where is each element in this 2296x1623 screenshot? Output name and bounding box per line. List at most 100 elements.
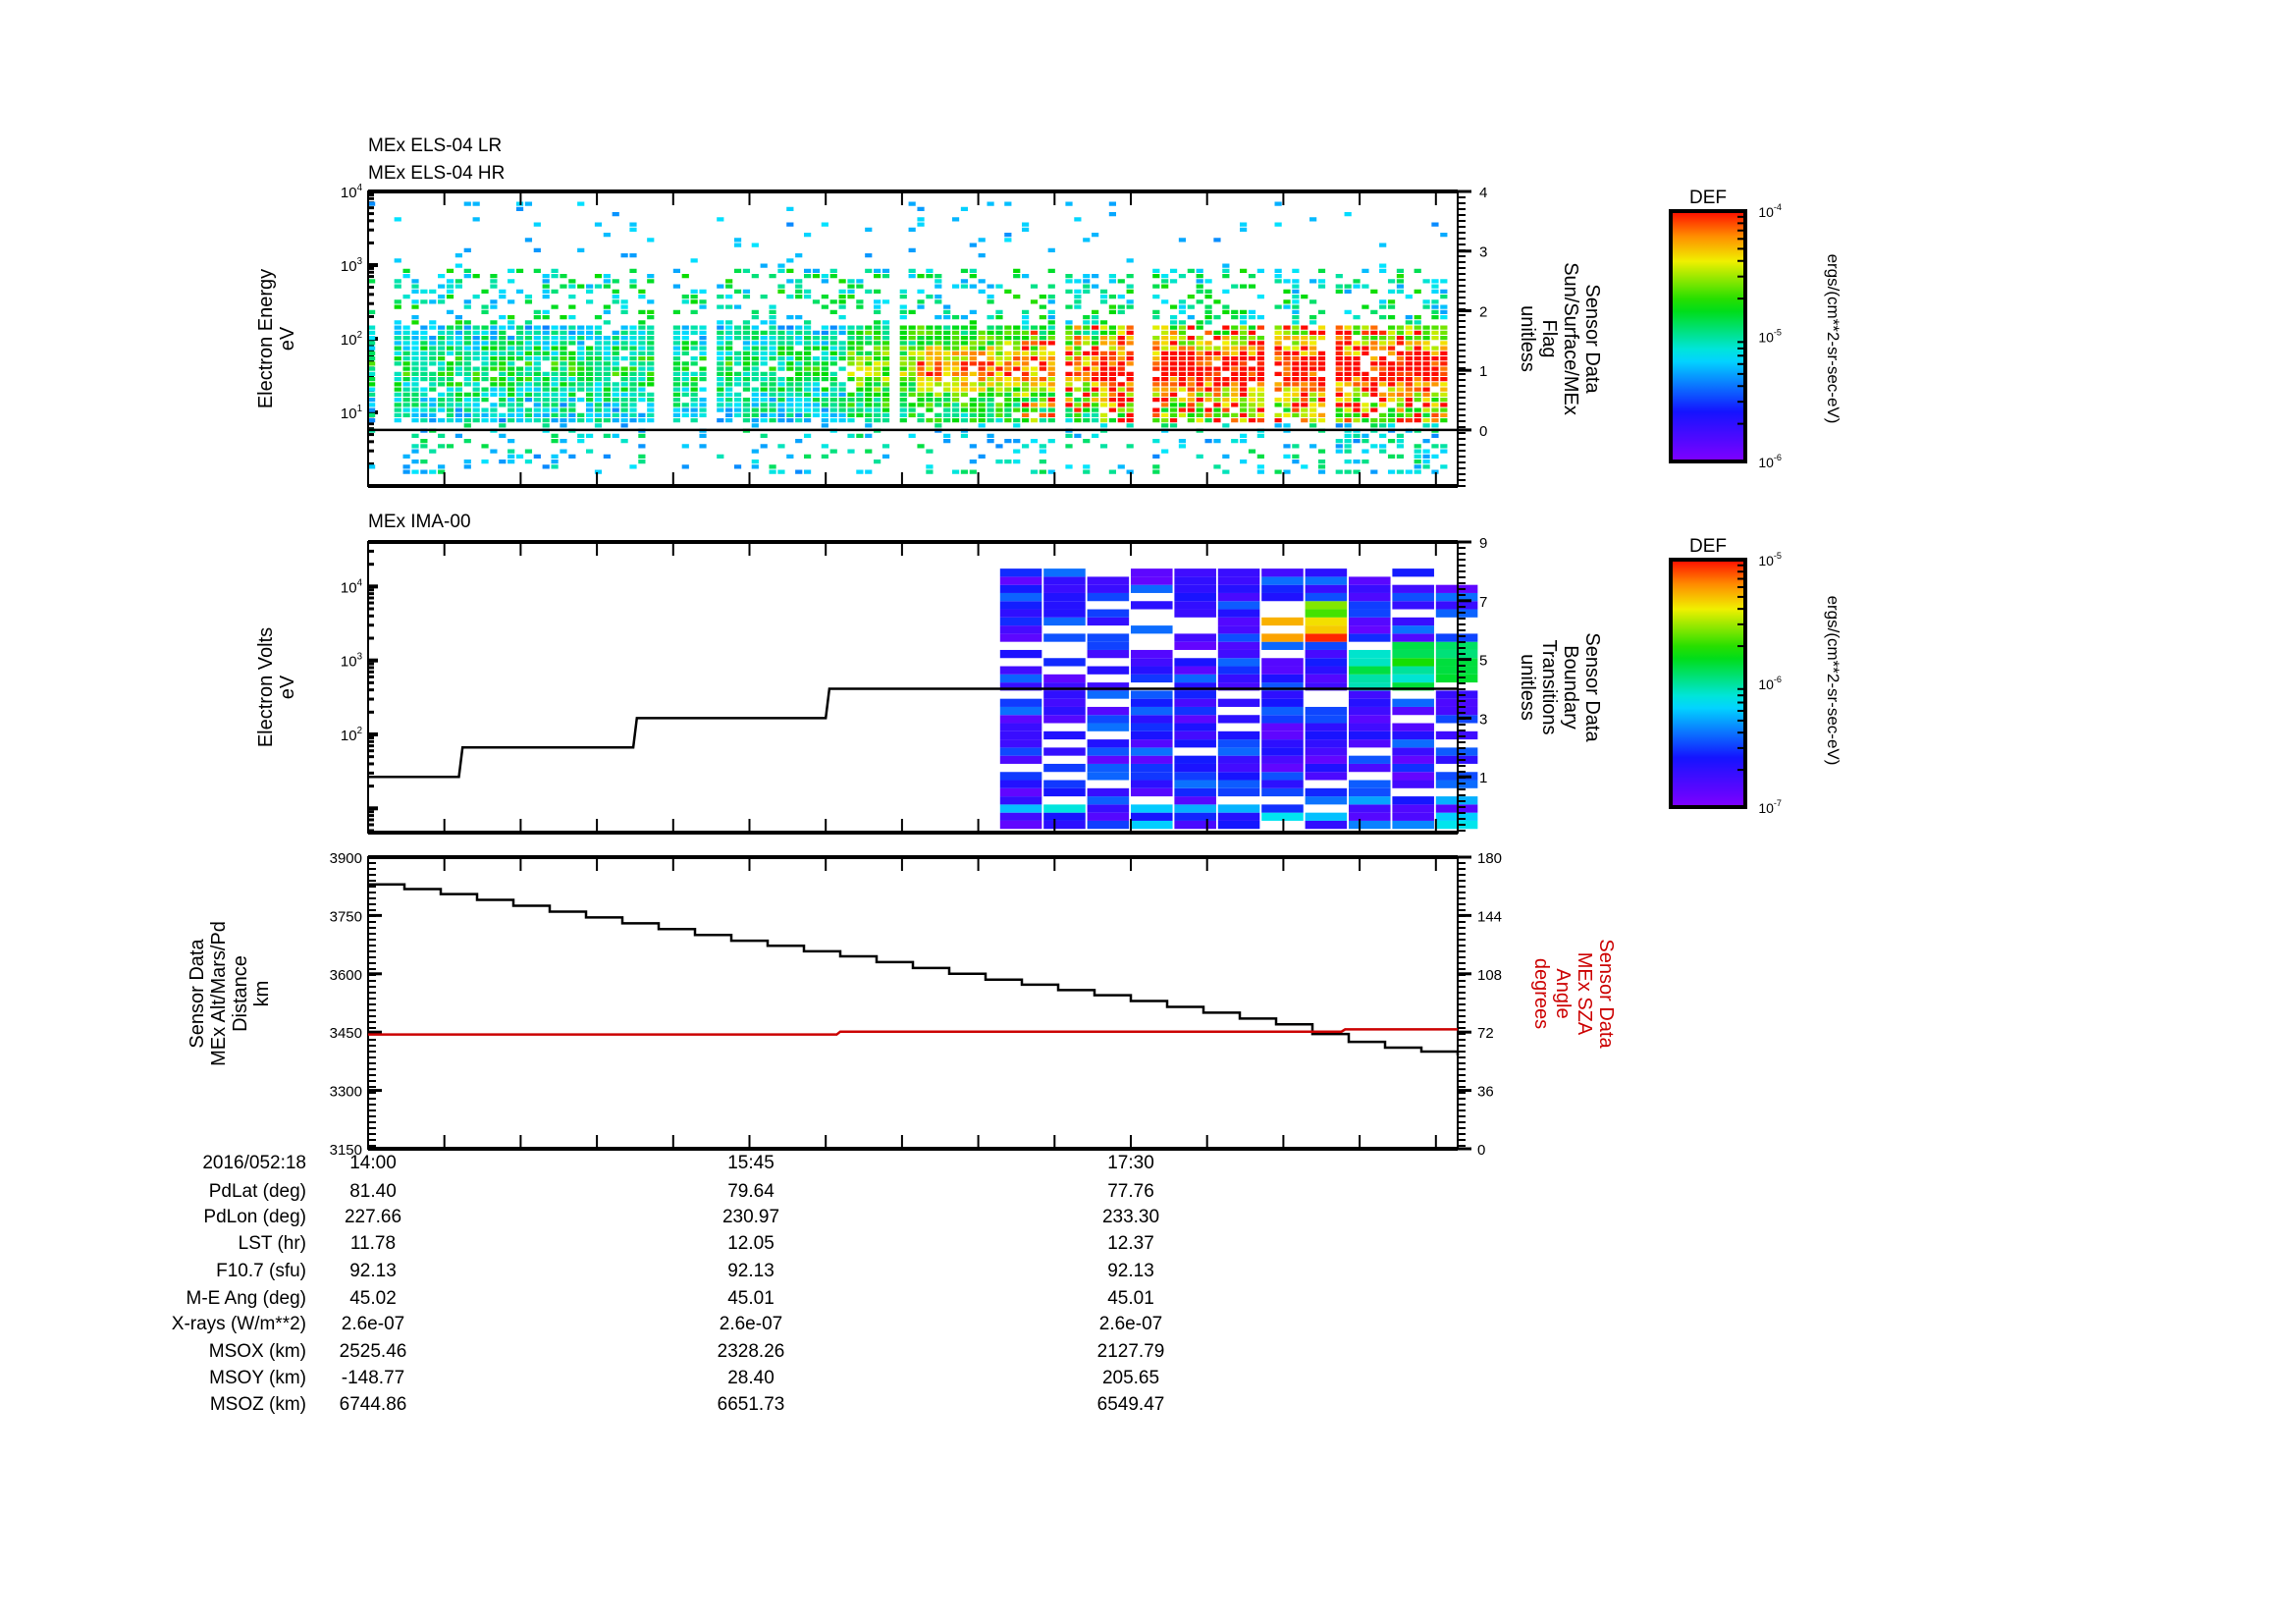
spectrogram-cell [1043, 706, 1086, 716]
spectrogram-cell [638, 366, 646, 371]
spectrogram-cell [1204, 407, 1212, 412]
spectrogram-cell [638, 460, 646, 464]
spectrogram-cell [1087, 576, 1130, 585]
spectrogram-cell [917, 387, 925, 392]
spectrogram-cell [978, 289, 986, 294]
spectrogram-cell [1261, 739, 1304, 748]
spectrogram-cell [717, 392, 724, 397]
spectrogram-cell [1353, 377, 1361, 382]
spectrogram-cell [1196, 299, 1203, 304]
spectrogram-cell [1074, 346, 1082, 351]
spectrogram-cell [429, 346, 437, 351]
spectrogram-cell [999, 609, 1042, 618]
spectrogram-cell [751, 464, 759, 469]
spectrogram-cell [1004, 403, 1012, 407]
spectrogram-cell [1013, 403, 1021, 407]
spectrogram-cell [672, 284, 680, 289]
spectrogram-cell [1309, 403, 1317, 407]
spectrogram-cell [551, 274, 559, 279]
spectrogram-cell [978, 351, 986, 355]
spectrogram-cell [1213, 382, 1221, 387]
spectrogram-cell [1292, 341, 1300, 346]
spectrogram-cell [672, 366, 680, 371]
spectrogram-cell [1414, 351, 1421, 355]
spectrogram-cell [1349, 674, 1391, 683]
spectrogram-cell [769, 356, 776, 361]
spectrogram-cell [454, 341, 462, 346]
spectrogram-cell [438, 330, 446, 335]
spectrogram-cell [1431, 346, 1439, 351]
spectrogram-cell [1065, 279, 1073, 284]
spectrogram-cell [733, 407, 742, 412]
spectrogram-cell [586, 392, 594, 397]
spectrogram-cell [1065, 464, 1073, 469]
spectrogram-cell [1353, 392, 1361, 397]
spectrogram-cell [1301, 325, 1308, 330]
spectrogram-cell [638, 444, 646, 449]
spectrogram-cell [1126, 258, 1134, 263]
spectrogram-cell [1087, 804, 1130, 813]
spectrogram-cell [987, 382, 994, 387]
spectrogram-cell [1022, 403, 1030, 407]
spectrogram-cell [856, 469, 864, 474]
spectrogram-cell [1169, 336, 1178, 341]
spectrogram-cell [594, 392, 603, 397]
spectrogram-cell [1213, 315, 1221, 320]
spectrogram-cell [402, 346, 410, 351]
spectrogram-cell [742, 346, 751, 351]
spectrogram-cell [1362, 341, 1369, 346]
spectrogram-cell [812, 392, 821, 397]
spectrogram-cell [1317, 382, 1326, 387]
spectrogram-cell [999, 706, 1042, 716]
spectrogram-cell [481, 325, 489, 330]
spectrogram-cell [638, 371, 646, 376]
spectrogram-cell [1083, 274, 1091, 279]
spectrogram-cell [1440, 387, 1448, 392]
spectrogram-cell [1256, 433, 1264, 438]
spectrogram-cell [681, 444, 689, 449]
spectrogram-cell [411, 366, 419, 371]
spectrogram-cell [1131, 730, 1173, 740]
spectrogram-cell [402, 295, 410, 299]
spectrogram-cell [1043, 601, 1086, 610]
spectrogram-cell [577, 330, 585, 335]
spectrogram-cell [515, 336, 524, 341]
spectrogram-cell [647, 325, 655, 330]
spectrogram-cell [899, 418, 907, 423]
spectrogram-cell [1092, 366, 1099, 371]
spectrogram-cell [394, 336, 401, 341]
spectrogram-cell [1204, 289, 1212, 294]
spectrogram-cell [969, 346, 977, 351]
spectrogram-cell [1196, 336, 1203, 341]
spectrogram-cell [717, 366, 724, 371]
spectrogram-cell [499, 366, 507, 371]
spectrogram-cell [926, 464, 934, 469]
spectrogram-cell [1161, 284, 1169, 289]
spectrogram-cell [760, 341, 768, 346]
spectrogram-cell [960, 325, 969, 330]
spectrogram-cell [638, 336, 646, 341]
spectrogram-cell [1222, 392, 1230, 397]
spectrogram-cell [490, 387, 498, 392]
spectrogram-cell [420, 412, 428, 417]
spectrogram-cell [1422, 371, 1430, 376]
spectrogram-cell [594, 351, 603, 355]
spectrogram-cell [934, 371, 942, 376]
spectrogram-cell [507, 387, 515, 392]
spectrogram-cell [454, 403, 462, 407]
spectrogram-cell [1108, 336, 1116, 341]
spectrogram-cell [672, 412, 680, 417]
spectrogram-cell [1440, 233, 1448, 238]
spectrogram-cell [1099, 382, 1108, 387]
spectrogram-cell [934, 366, 942, 371]
spectrogram-cell [926, 361, 934, 366]
spectrogram-cell [917, 403, 925, 407]
panel3-ylabel-line: km [251, 981, 273, 1007]
spectrogram-cell [368, 371, 376, 376]
spectrogram-cell [533, 268, 541, 273]
spectrogram-cell [987, 315, 994, 320]
spectrogram-cell [1305, 666, 1348, 675]
spectrogram-cell [1387, 341, 1396, 346]
spectrogram-cell [951, 469, 960, 474]
spectrogram-cell [1043, 617, 1086, 626]
